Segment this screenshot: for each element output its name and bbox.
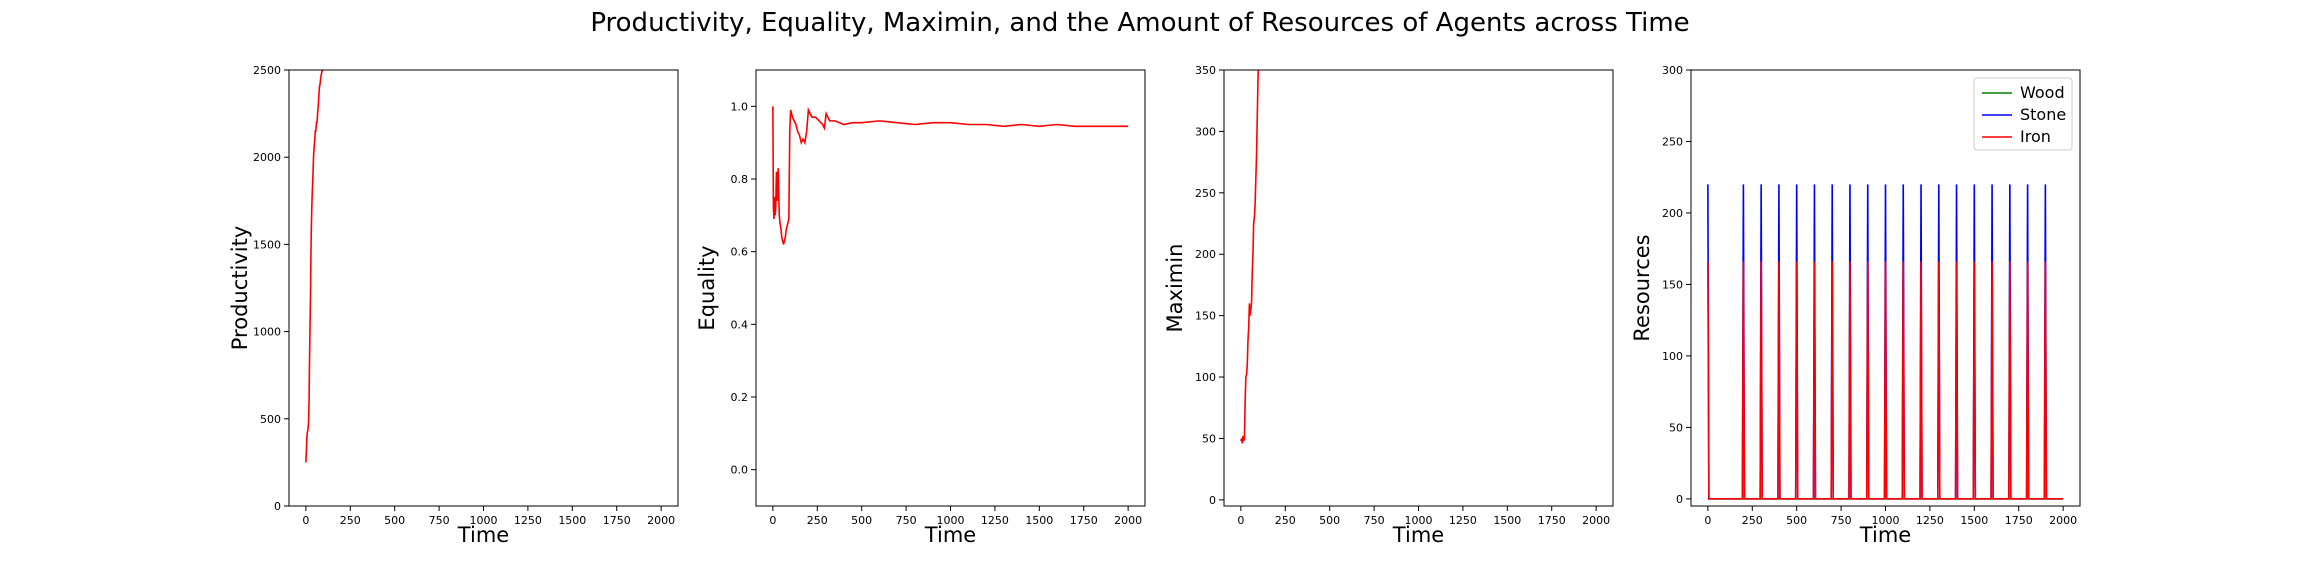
productivity-xtick-label: 1250 bbox=[514, 514, 542, 527]
resources-series-group bbox=[1707, 184, 2064, 500]
resources-y-axis-label: Resources bbox=[1630, 234, 1654, 341]
maximin-ytick-label: 200 bbox=[1195, 248, 1216, 261]
equality-ytick-label: 0.2 bbox=[731, 391, 749, 404]
productivity-series-group bbox=[305, 70, 324, 463]
resources-ytick-label: 250 bbox=[1662, 135, 1683, 148]
productivity-ytick-label: 2500 bbox=[253, 64, 281, 77]
legend-label-wood: Wood bbox=[2020, 83, 2065, 102]
productivity-xtick-label: 750 bbox=[429, 514, 450, 527]
maximin-xtick-label: 1750 bbox=[1538, 514, 1566, 527]
resources-legend: Wood Stone Iron bbox=[1973, 77, 2073, 151]
chart-maximin: 0 250 500 750 1000 1250 1500 1750 2000 0 50 100 150 2… bbox=[1163, 64, 1614, 547]
maximin-xtick-label: 1000 bbox=[1405, 514, 1433, 527]
maximin-y-axis-label: Maximin bbox=[1163, 244, 1187, 333]
resources-ytick-label: 100 bbox=[1662, 350, 1683, 363]
maximin-ytick-label: 150 bbox=[1195, 310, 1216, 323]
productivity-series-line bbox=[305, 70, 324, 463]
resources-ytick-label: 0 bbox=[1676, 493, 1683, 506]
productivity-ytick-label: 1500 bbox=[253, 238, 281, 251]
productivity-xtick-label: 250 bbox=[340, 514, 361, 527]
productivity-axes-frame bbox=[288, 69, 679, 507]
resources-ytick-label: 300 bbox=[1662, 64, 1683, 77]
equality-x-axis-label: Time bbox=[924, 523, 976, 547]
maximin-ytick-label: 100 bbox=[1195, 371, 1216, 384]
figure-title: Productivity, Equality, Maximin, and the… bbox=[590, 8, 1689, 38]
equality-ytick-label: 0.6 bbox=[731, 246, 749, 259]
equality-xtick-label: 1000 bbox=[937, 514, 965, 527]
chart-resources: 0 250 500 750 1000 1250 1500 1750 2000 0 50 100 150 2… bbox=[1630, 64, 2081, 547]
equality-axes-frame bbox=[755, 69, 1146, 507]
equality-xtick-label: 2000 bbox=[1114, 514, 1142, 527]
productivity-xtick-label: 2000 bbox=[647, 514, 675, 527]
equality-xtick-label: 500 bbox=[851, 514, 872, 527]
maximin-xtick-label: 1250 bbox=[1449, 514, 1477, 527]
equality-xtick-label: 0 bbox=[769, 514, 776, 527]
maximin-ytick-label: 300 bbox=[1195, 125, 1216, 138]
resources-ytick-label: 200 bbox=[1662, 207, 1683, 220]
maximin-ytick-label: 50 bbox=[1202, 432, 1216, 445]
productivity-xtick-label: 1750 bbox=[603, 514, 631, 527]
productivity-xtick-label: 500 bbox=[384, 514, 405, 527]
maximin-xtick-label: 1500 bbox=[1493, 514, 1521, 527]
chart-productivity: 0 250 500 750 1000 1250 1500 1750 2000 0 500 1000 15… bbox=[228, 64, 679, 547]
maximin-axes-frame bbox=[1223, 69, 1614, 507]
maximin-ytick-label: 350 bbox=[1195, 64, 1216, 77]
productivity-y-axis-label: Productivity bbox=[228, 226, 252, 351]
equality-xtick-label: 250 bbox=[807, 514, 828, 527]
legend-label-iron: Iron bbox=[2020, 127, 2051, 146]
productivity-xtick-label: 1000 bbox=[470, 514, 498, 527]
resources-line-iron bbox=[1707, 261, 2064, 500]
resources-xtick-label: 2000 bbox=[2049, 514, 2077, 527]
resources-xtick-label: 1500 bbox=[1960, 514, 1988, 527]
equality-ytick-label: 0.8 bbox=[731, 173, 749, 186]
equality-ytick-label: 0.0 bbox=[731, 464, 749, 477]
equality-ytick-label: 0.4 bbox=[731, 318, 749, 331]
productivity-xtick-label: 0 bbox=[302, 514, 309, 527]
resources-xtick-label: 250 bbox=[1742, 514, 1763, 527]
maximin-series-line bbox=[1240, 70, 1260, 444]
productivity-ytick-label: 2000 bbox=[253, 151, 281, 164]
maximin-x-axis-label: Time bbox=[1392, 523, 1444, 547]
productivity-ytick-label: 500 bbox=[260, 413, 281, 426]
resources-x-axis-label: Time bbox=[1859, 523, 1911, 547]
productivity-xtick-label: 1500 bbox=[558, 514, 586, 527]
equality-series-line bbox=[772, 106, 1129, 245]
maximin-ytick-label: 250 bbox=[1195, 187, 1216, 200]
maximin-xtick-label: 500 bbox=[1319, 514, 1340, 527]
maximin-xtick-label: 250 bbox=[1275, 514, 1296, 527]
equality-xtick-label: 1500 bbox=[1025, 514, 1053, 527]
resources-ytick-label: 50 bbox=[1669, 421, 1683, 434]
resources-ytick-label: 150 bbox=[1662, 278, 1683, 291]
resources-xtick-label: 500 bbox=[1786, 514, 1807, 527]
maximin-xtick-label: 750 bbox=[1364, 514, 1385, 527]
maximin-ytick-label: 0 bbox=[1209, 494, 1216, 507]
resources-xtick-label: 750 bbox=[1831, 514, 1852, 527]
maximin-xtick-label: 0 bbox=[1237, 514, 1244, 527]
productivity-ytick-label: 1000 bbox=[253, 326, 281, 339]
resources-xtick-label: 1750 bbox=[2005, 514, 2033, 527]
resources-xtick-label: 0 bbox=[1704, 514, 1711, 527]
equality-y-axis-label: Equality bbox=[695, 245, 719, 330]
maximin-xtick-label: 2000 bbox=[1582, 514, 1610, 527]
resources-xtick-label: 1000 bbox=[1872, 514, 1900, 527]
resources-xtick-label: 1250 bbox=[1916, 514, 1944, 527]
equality-xtick-label: 1250 bbox=[981, 514, 1009, 527]
equality-ytick-label: 1.0 bbox=[731, 100, 749, 113]
equality-series-group bbox=[772, 106, 1129, 245]
equality-xtick-label: 1750 bbox=[1070, 514, 1098, 527]
equality-xtick-label: 750 bbox=[896, 514, 917, 527]
maximin-series-group bbox=[1240, 70, 1260, 444]
productivity-x-axis-label: Time bbox=[457, 523, 509, 547]
chart-equality: 0 250 500 750 1000 1250 1500 1750 2000 0.0 0.2 0.4 0… bbox=[695, 69, 1146, 547]
productivity-ytick-label: 0 bbox=[274, 500, 281, 513]
legend-label-stone: Stone bbox=[2020, 105, 2066, 124]
legend-box bbox=[1973, 77, 2073, 151]
